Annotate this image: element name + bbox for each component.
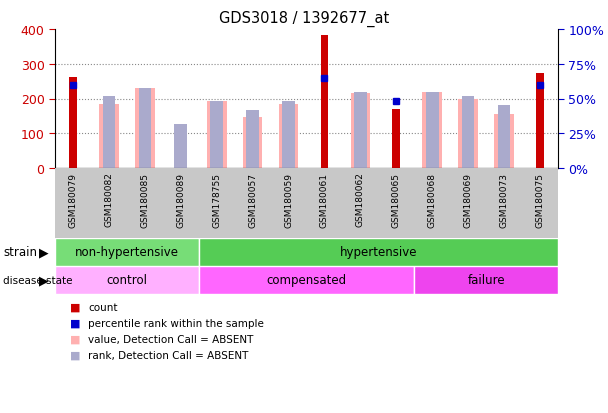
Text: hypertensive: hypertensive xyxy=(340,246,417,259)
Bar xyxy=(174,124,187,169)
Bar xyxy=(69,78,77,169)
Text: failure: failure xyxy=(468,274,505,287)
Text: non-hypertensive: non-hypertensive xyxy=(75,246,179,259)
Text: GDS3018 / 1392677_at: GDS3018 / 1392677_at xyxy=(219,10,389,26)
Text: count: count xyxy=(88,302,118,312)
Bar xyxy=(199,266,414,294)
Text: control: control xyxy=(106,274,147,287)
Bar xyxy=(536,74,544,169)
Text: GSM180075: GSM180075 xyxy=(536,172,545,227)
Text: GSM180073: GSM180073 xyxy=(500,172,509,227)
Text: rank, Detection Call = ABSENT: rank, Detection Call = ABSENT xyxy=(88,350,249,360)
Text: compensated: compensated xyxy=(266,274,347,287)
Bar xyxy=(354,93,367,169)
Bar xyxy=(494,115,514,169)
Text: GSM180085: GSM180085 xyxy=(140,172,150,227)
Bar xyxy=(423,93,442,169)
Bar xyxy=(207,102,227,169)
Bar xyxy=(139,89,151,169)
Text: ■: ■ xyxy=(70,350,80,360)
Bar xyxy=(282,102,295,169)
Bar xyxy=(99,104,119,169)
Bar xyxy=(55,266,199,294)
Text: GSM180079: GSM180079 xyxy=(69,172,77,227)
Text: GSM180069: GSM180069 xyxy=(464,172,472,227)
Text: GSM180061: GSM180061 xyxy=(320,172,329,227)
Text: GSM180068: GSM180068 xyxy=(428,172,437,227)
Text: ■: ■ xyxy=(70,318,80,328)
Bar xyxy=(199,238,558,266)
Text: GSM180065: GSM180065 xyxy=(392,172,401,227)
Bar xyxy=(278,104,299,169)
Bar xyxy=(426,93,438,169)
Text: GSM180089: GSM180089 xyxy=(176,172,185,227)
Bar xyxy=(243,117,263,169)
Text: GSM178755: GSM178755 xyxy=(212,172,221,227)
Text: ■: ■ xyxy=(70,334,80,344)
Bar xyxy=(498,106,510,169)
Bar xyxy=(210,102,223,169)
Text: value, Detection Call = ABSENT: value, Detection Call = ABSENT xyxy=(88,334,254,344)
Bar xyxy=(462,97,474,169)
Bar xyxy=(414,266,558,294)
Bar xyxy=(320,36,328,169)
Text: ▶: ▶ xyxy=(40,246,49,259)
Bar xyxy=(103,97,115,169)
Bar xyxy=(351,93,370,169)
Text: GSM180082: GSM180082 xyxy=(105,172,114,227)
Text: GSM180057: GSM180057 xyxy=(248,172,257,227)
Text: strain: strain xyxy=(3,246,37,259)
Text: ■: ■ xyxy=(70,302,80,312)
Bar xyxy=(246,110,259,169)
Text: ▶: ▶ xyxy=(40,274,49,287)
Bar xyxy=(392,110,400,169)
Bar xyxy=(458,99,478,169)
Bar xyxy=(55,238,199,266)
Text: GSM180059: GSM180059 xyxy=(284,172,293,227)
Text: disease state: disease state xyxy=(3,275,72,285)
Text: percentile rank within the sample: percentile rank within the sample xyxy=(88,318,264,328)
Bar xyxy=(135,89,154,169)
Text: GSM180062: GSM180062 xyxy=(356,172,365,227)
